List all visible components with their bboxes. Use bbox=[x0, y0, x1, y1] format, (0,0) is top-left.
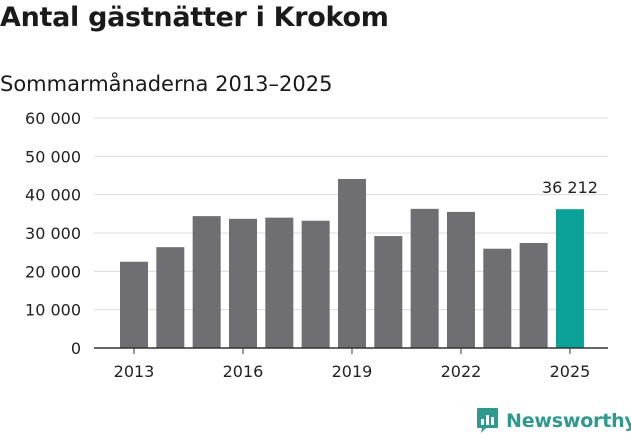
bar-2015 bbox=[192, 216, 221, 348]
y-tick-label: 20 000 bbox=[25, 262, 81, 281]
bar-2025 bbox=[555, 209, 584, 348]
bar-2019 bbox=[337, 178, 366, 348]
y-tick-label: 40 000 bbox=[25, 186, 81, 205]
bar-2020 bbox=[374, 236, 403, 348]
newsworthy-logo-icon bbox=[477, 408, 498, 433]
y-tick-label: 50 000 bbox=[25, 147, 81, 166]
brand-logo: Newsworthy bbox=[476, 407, 631, 434]
x-tick-label: 2019 bbox=[332, 362, 373, 381]
bar-2014 bbox=[156, 247, 185, 348]
bar-2021 bbox=[410, 208, 439, 348]
bars bbox=[120, 178, 584, 348]
data-label: 36 212 bbox=[542, 178, 598, 197]
axes: 0 10 000 20 000 30 000 40 000 50 000 60 000 201… bbox=[25, 109, 608, 381]
bar-2018 bbox=[301, 220, 330, 348]
x-tick-label: 2016 bbox=[223, 362, 264, 381]
bar-2013 bbox=[120, 261, 148, 348]
y-tick-label: 0 bbox=[71, 339, 81, 358]
y-tick-label: 60 000 bbox=[25, 109, 81, 128]
bar-2023 bbox=[483, 248, 512, 348]
x-tick-label: 2025 bbox=[550, 362, 591, 381]
data-labels: 36 212 bbox=[542, 178, 598, 197]
chart-subtitle: Sommarmånaderna 2013–2025 bbox=[0, 72, 333, 96]
chart-title: Antal gästnätter i Krokom bbox=[0, 2, 389, 33]
bar-2024 bbox=[519, 242, 548, 348]
y-tick-label: 10 000 bbox=[25, 301, 81, 320]
bar-2016 bbox=[228, 218, 257, 348]
y-tick-label: 30 000 bbox=[25, 224, 81, 243]
bar-2017 bbox=[265, 217, 294, 348]
x-tick-label: 2022 bbox=[441, 362, 482, 381]
x-tick-label: 2013 bbox=[114, 362, 155, 381]
brand-name: Newsworthy bbox=[506, 409, 631, 432]
bar-2022 bbox=[446, 211, 475, 348]
